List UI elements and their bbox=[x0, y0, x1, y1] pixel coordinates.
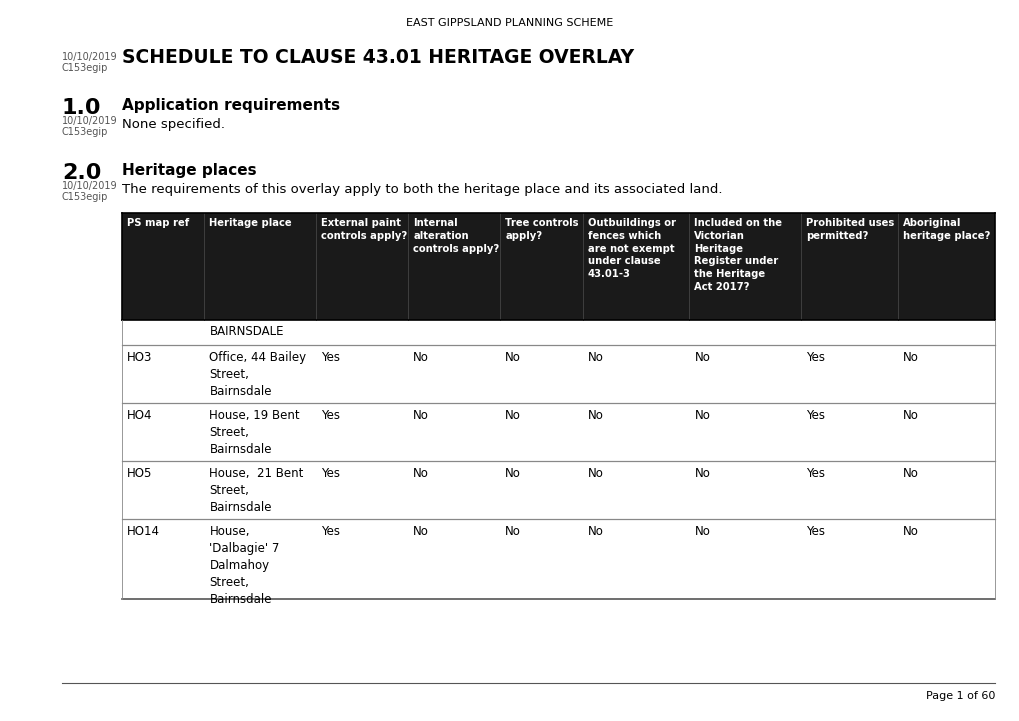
Text: 10/10/2019: 10/10/2019 bbox=[62, 52, 117, 62]
Text: No: No bbox=[504, 351, 521, 364]
Text: Yes: Yes bbox=[321, 467, 339, 480]
Text: Internal
alteration
controls apply?: Internal alteration controls apply? bbox=[413, 218, 499, 254]
Text: Application requirements: Application requirements bbox=[122, 98, 339, 113]
Text: No: No bbox=[413, 351, 429, 364]
Text: 1.0: 1.0 bbox=[62, 98, 102, 118]
Text: No: No bbox=[504, 409, 521, 422]
Text: Yes: Yes bbox=[805, 525, 824, 538]
Text: No: No bbox=[694, 351, 709, 364]
Text: C153egip: C153egip bbox=[62, 192, 108, 202]
Text: House, 19 Bent
Street,
Bairnsdale: House, 19 Bent Street, Bairnsdale bbox=[209, 409, 300, 456]
Text: None specified.: None specified. bbox=[122, 118, 225, 131]
Text: No: No bbox=[902, 525, 918, 538]
Text: HO4: HO4 bbox=[127, 409, 153, 422]
Text: No: No bbox=[413, 467, 429, 480]
Text: External paint
controls apply?: External paint controls apply? bbox=[321, 218, 407, 241]
Text: House,  21 Bent
Street,
Bairnsdale: House, 21 Bent Street, Bairnsdale bbox=[209, 467, 304, 514]
Text: No: No bbox=[587, 409, 603, 422]
Text: Outbuildings or
fences which
are not exempt
under clause
43.01-3: Outbuildings or fences which are not exe… bbox=[587, 218, 675, 279]
Text: Tree controls
apply?: Tree controls apply? bbox=[504, 218, 578, 241]
Text: No: No bbox=[902, 409, 918, 422]
Text: SCHEDULE TO CLAUSE 43.01 HERITAGE OVERLAY: SCHEDULE TO CLAUSE 43.01 HERITAGE OVERLA… bbox=[122, 48, 634, 67]
Text: House,
'Dalbagie' 7
Dalmahoy
Street,
Bairnsdale: House, 'Dalbagie' 7 Dalmahoy Street, Bai… bbox=[209, 525, 279, 606]
Bar bbox=[122, 213, 994, 320]
Text: Yes: Yes bbox=[805, 467, 824, 480]
Text: HO3: HO3 bbox=[127, 351, 152, 364]
Text: EAST GIPPSLAND PLANNING SCHEME: EAST GIPPSLAND PLANNING SCHEME bbox=[406, 18, 613, 28]
Text: Yes: Yes bbox=[321, 409, 339, 422]
Text: No: No bbox=[413, 409, 429, 422]
Text: Yes: Yes bbox=[805, 351, 824, 364]
Text: BAIRNSDALE: BAIRNSDALE bbox=[209, 325, 283, 338]
Text: HO14: HO14 bbox=[127, 525, 160, 538]
Text: 2.0: 2.0 bbox=[62, 163, 101, 183]
Text: HO5: HO5 bbox=[127, 467, 152, 480]
Text: No: No bbox=[694, 409, 709, 422]
Text: No: No bbox=[902, 351, 918, 364]
Text: No: No bbox=[504, 467, 521, 480]
Text: Heritage places: Heritage places bbox=[122, 163, 257, 178]
Text: Prohibited uses
permitted?: Prohibited uses permitted? bbox=[805, 218, 894, 241]
Text: No: No bbox=[413, 525, 429, 538]
Text: No: No bbox=[902, 467, 918, 480]
Text: Included on the
Victorian
Heritage
Register under
the Heritage
Act 2017?: Included on the Victorian Heritage Regis… bbox=[694, 218, 782, 292]
Text: 10/10/2019: 10/10/2019 bbox=[62, 116, 117, 126]
Text: Page 1 of 60: Page 1 of 60 bbox=[924, 691, 994, 701]
Text: 10/10/2019: 10/10/2019 bbox=[62, 181, 117, 191]
Text: C153egip: C153egip bbox=[62, 127, 108, 137]
Text: Yes: Yes bbox=[805, 409, 824, 422]
Text: No: No bbox=[587, 351, 603, 364]
Text: PS map ref: PS map ref bbox=[127, 218, 190, 228]
Text: No: No bbox=[504, 525, 521, 538]
Text: No: No bbox=[587, 525, 603, 538]
Text: Office, 44 Bailey
Street,
Bairnsdale: Office, 44 Bailey Street, Bairnsdale bbox=[209, 351, 307, 398]
Text: Yes: Yes bbox=[321, 351, 339, 364]
Text: No: No bbox=[694, 467, 709, 480]
Text: C153egip: C153egip bbox=[62, 63, 108, 73]
Text: The requirements of this overlay apply to both the heritage place and its associ: The requirements of this overlay apply t… bbox=[122, 183, 721, 196]
Text: Heritage place: Heritage place bbox=[209, 218, 291, 228]
Text: No: No bbox=[694, 525, 709, 538]
Text: Aboriginal
heritage place?: Aboriginal heritage place? bbox=[902, 218, 989, 241]
Text: Yes: Yes bbox=[321, 525, 339, 538]
Text: No: No bbox=[587, 467, 603, 480]
